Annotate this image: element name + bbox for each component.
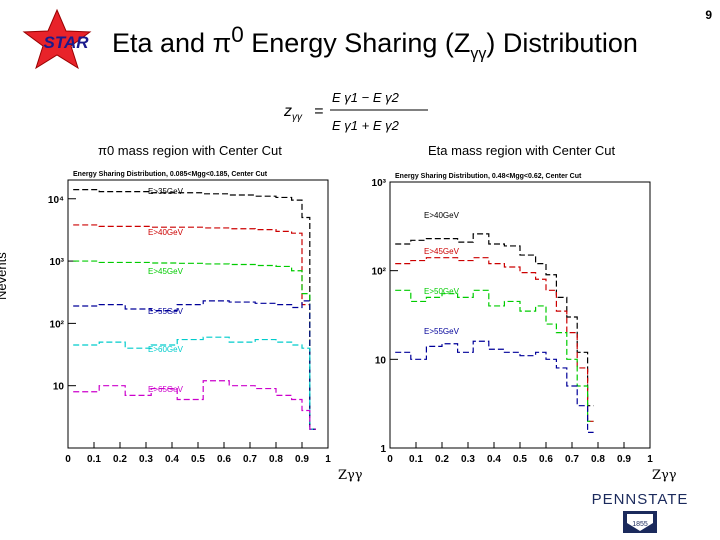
star-logo: STAR (22, 8, 92, 70)
x-tick-label: 0.2 (113, 454, 127, 464)
x-tick-label: 0.4 (487, 454, 501, 464)
series-line (73, 189, 316, 430)
x-tick-label: 1 (325, 454, 331, 464)
series-label: E>65GeV (148, 385, 184, 394)
series-line (73, 260, 316, 430)
series-label: E>35GeV (148, 187, 184, 196)
eta-energy-sharing-chart: Energy Sharing Distribution, 0.48<Mgg<0.… (372, 173, 654, 464)
y-tick-label: 10² (372, 267, 387, 278)
x-tick-label: 0.8 (269, 454, 283, 464)
x-tick-label: 0 (387, 454, 393, 464)
series-line (73, 336, 316, 430)
pennstate-logo: PENNSTATE 1855 (592, 491, 689, 533)
pi0-energy-sharing-chart: Energy Sharing Distribution, 0.085<Mgg<0… (48, 171, 331, 464)
page-number: 9 (705, 8, 712, 22)
left-x-axis-label: Zγγ (338, 468, 363, 483)
series-line (395, 257, 594, 422)
zgg-formula: zγγ = E γ1 − E γ2 E γ1 + E γ2 (283, 90, 428, 133)
right-plot-caption: Eta mass region with Center Cut (428, 143, 616, 158)
x-tick-label: 0.5 (513, 454, 527, 464)
x-tick-label: 0.1 (87, 454, 101, 464)
y-tick-label: 10³ (372, 178, 387, 189)
series-line (73, 380, 316, 430)
x-tick-label: 0 (65, 454, 71, 464)
y-tick-label: 10 (375, 355, 387, 366)
series-line (395, 340, 594, 433)
x-tick-label: 0.2 (435, 454, 449, 464)
y-tick-label: 10³ (50, 257, 65, 268)
logo-text: STAR (43, 33, 89, 52)
y-tick-label: 10⁴ (48, 195, 64, 206)
x-tick-label: 0.6 (217, 454, 231, 464)
x-tick-label: 0.9 (617, 454, 631, 464)
x-tick-label: 0.3 (139, 454, 153, 464)
series-line (395, 233, 594, 407)
x-tick-label: 0.6 (539, 454, 553, 464)
x-tick-label: 0.1 (409, 454, 423, 464)
series-label: E>40GeV (424, 211, 460, 220)
left-plot-caption: π0 mass region with Center Cut (98, 143, 282, 158)
x-tick-label: 0.4 (165, 454, 179, 464)
y-tick-label: 1 (380, 444, 386, 455)
x-tick-label: 0.5 (191, 454, 205, 464)
y-axis-label: Nevents (0, 252, 9, 300)
series-label: E>50GeV (424, 287, 460, 296)
svg-text:=: = (314, 103, 323, 120)
x-tick-label: 0.7 (243, 454, 257, 464)
x-tick-label: 0.3 (461, 454, 475, 464)
formula-denominator: E γ1 + E γ2 (332, 118, 400, 133)
x-tick-label: 0.9 (295, 454, 309, 464)
pennstate-year: 1855 (632, 521, 648, 528)
chart-title: Energy Sharing Distribution, 0.085<Mgg<0… (73, 171, 268, 178)
series-label: E>45GeV (424, 247, 460, 256)
y-tick-label: 10² (50, 319, 65, 330)
right-x-axis-label: Zγγ (652, 468, 677, 483)
x-tick-label: 1 (647, 454, 653, 464)
x-tick-label: 0.8 (591, 454, 605, 464)
plot-frame (389, 181, 651, 449)
plot-frame (67, 179, 329, 449)
formula-lhs: zγγ (283, 103, 303, 123)
slide-title: Eta and π0 Energy Sharing (Zγγ) Distribu… (112, 22, 638, 63)
series-label: E>40GeV (148, 228, 184, 237)
y-tick-label: 10 (53, 382, 65, 393)
series-line (73, 300, 316, 430)
chart-title: Energy Sharing Distribution, 0.48<Mgg<0.… (395, 173, 582, 180)
nittany-lion-shield-icon (627, 514, 653, 531)
series-label: E>45GeV (148, 267, 184, 276)
star-shape-icon (22, 8, 92, 70)
formula-numerator: E γ1 − E γ2 (332, 90, 400, 105)
x-tick-label: 0.7 (565, 454, 579, 464)
pennstate-name: PENNSTATE (592, 491, 689, 508)
series-label: E>55GeV (424, 327, 460, 336)
series-line (73, 224, 316, 430)
series-label: E>60GeV (148, 345, 184, 354)
series-label: E>55GeV (148, 307, 184, 316)
series-line (395, 289, 594, 422)
